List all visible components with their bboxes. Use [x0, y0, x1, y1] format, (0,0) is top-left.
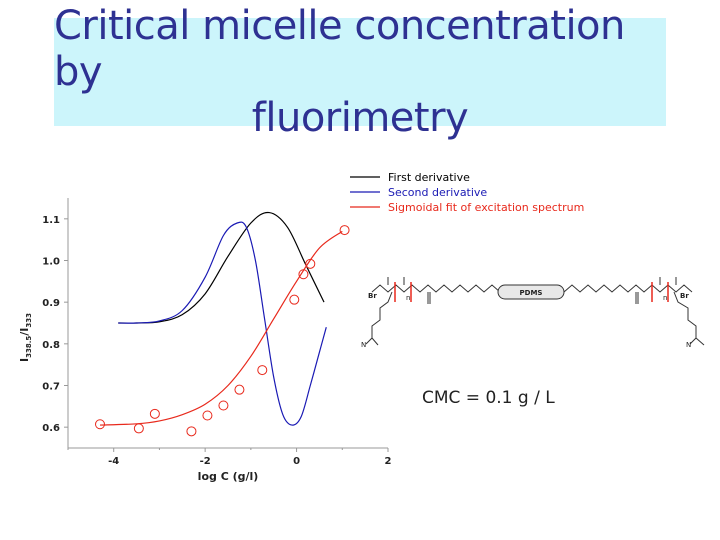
- title-line-2: fluorimetry: [251, 95, 469, 141]
- series-line-0: [118, 211, 325, 324]
- legend-label: First derivative: [388, 171, 470, 184]
- data-point: [339, 225, 350, 236]
- y-tick-label: 1.1: [42, 215, 60, 226]
- data-point: [202, 410, 213, 421]
- y-tick-label: 0.8: [42, 340, 60, 351]
- x-tick-label: -4: [108, 456, 119, 467]
- data-point: [133, 423, 144, 434]
- data-point: [95, 419, 105, 430]
- series-line-1: [118, 221, 327, 426]
- data-point: [149, 408, 160, 419]
- title-line-1: Critical micelle concentration by: [54, 3, 625, 95]
- legend-label: Sigmoidal fit of excitation spectrum: [388, 201, 584, 214]
- data-point: [186, 426, 197, 437]
- data-point: [234, 384, 245, 395]
- data-point: [298, 269, 309, 280]
- y-tick-label: 1.0: [42, 257, 60, 268]
- x-tick-label: 2: [385, 456, 392, 467]
- y-tick-label: 0.7: [42, 382, 60, 393]
- chemical-structure: [365, 277, 705, 346]
- data-point: [218, 400, 229, 411]
- cmc-value: CMC = 0.1 g / L: [422, 388, 555, 408]
- y-tick-label: 0.6: [42, 423, 60, 434]
- data-point: [305, 258, 316, 269]
- br-left-label: Br: [368, 292, 377, 300]
- pdms-label: PDMS: [520, 289, 543, 297]
- data-point: [289, 294, 300, 305]
- title-banner: Critical micelle concentration by fluori…: [54, 3, 666, 141]
- data-point: [257, 365, 268, 376]
- repeat-n-left: n: [406, 294, 410, 302]
- amine-left-label: N: [361, 341, 366, 349]
- x-tick-label: -2: [200, 456, 211, 467]
- br-right-label: Br: [680, 292, 689, 300]
- x-tick-label: 0: [293, 456, 300, 467]
- amine-right-label: N: [686, 341, 691, 349]
- y-axis-label: I338.5/I333: [18, 313, 33, 362]
- series-line-2: [99, 230, 343, 426]
- repeat-n-right: n: [663, 294, 667, 302]
- x-axis-label: log C (g/l): [198, 470, 259, 483]
- legend-label: Second derivative: [388, 186, 487, 199]
- y-tick-label: 0.9: [42, 298, 60, 309]
